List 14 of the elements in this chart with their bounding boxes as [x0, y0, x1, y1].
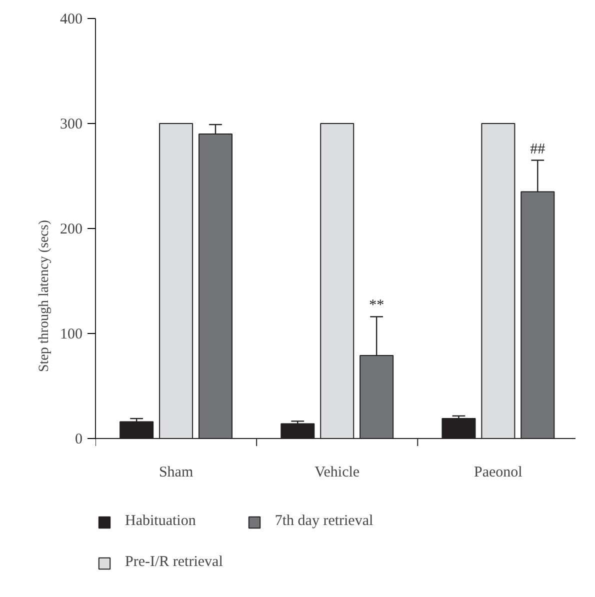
legend-label: Pre-I/R retrieval [125, 554, 223, 571]
annotation: ## [530, 141, 546, 158]
y-tick-label: 200 [60, 222, 82, 238]
y-tick-label: 100 [60, 326, 82, 342]
y-tick-label: 400 [60, 12, 82, 28]
annotation: ** [369, 298, 384, 314]
legend-label: Habituation [125, 513, 196, 530]
x-tick-label: Sham [158, 464, 194, 480]
x-tick-label: Vehicle [314, 464, 360, 480]
y-axis-title: Step through latency (secs) [37, 220, 52, 372]
y-tick-label: 300 [60, 116, 82, 132]
legend-label: 7th day retrieval [274, 513, 374, 530]
x-tick-label: Paeonol [474, 464, 522, 480]
y-tick-label: 0 [75, 432, 82, 448]
